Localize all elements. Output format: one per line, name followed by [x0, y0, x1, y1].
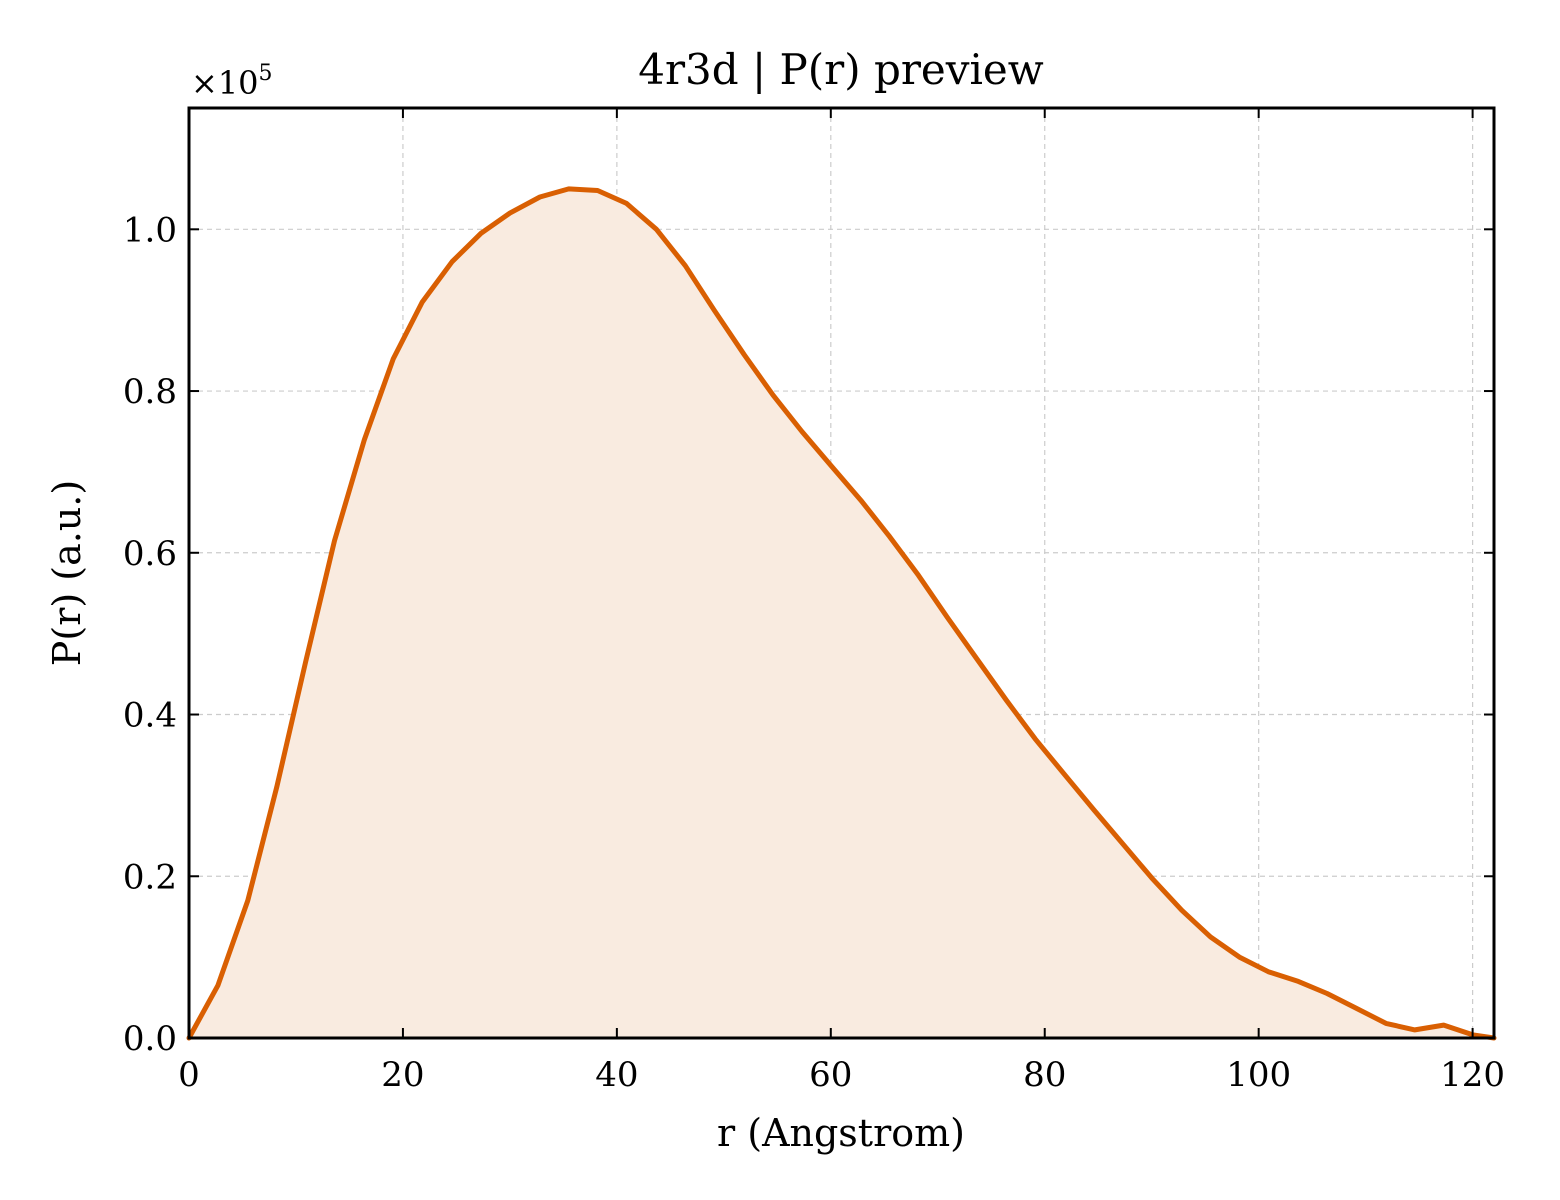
- data-layer: [186, 186, 1497, 1041]
- y-multiplier-base: ×10: [191, 64, 259, 102]
- chart-title: 4r3d | P(r) preview: [638, 45, 1044, 94]
- y-axis-multiplier: ×105: [191, 61, 273, 102]
- y-tick-label: 1.0: [123, 210, 177, 250]
- x-tick-label: 40: [595, 1055, 638, 1095]
- y-tick-label: 0.4: [123, 696, 177, 736]
- plot-frame: [187, 106, 1496, 1040]
- x-tick-label: 100: [1226, 1055, 1291, 1095]
- x-tick-label: 80: [1023, 1055, 1066, 1095]
- y-tick-label: 0.6: [123, 534, 177, 574]
- y-tick-label: 0.8: [123, 372, 177, 412]
- tick-layer: 0 20 40 60 80 100 120 0.0 0.2 0.4 0.6 0.8 1.0: [123, 108, 1505, 1095]
- y-tick-label: 0.2: [123, 857, 177, 897]
- y-tick-label: 0.0: [123, 1019, 177, 1059]
- x-tick-label: 120: [1440, 1055, 1505, 1095]
- y-multiplier-exponent: 5: [259, 61, 273, 86]
- x-tick-label: 20: [381, 1055, 424, 1095]
- x-tick-label: 60: [809, 1055, 852, 1095]
- series-area-fill: [189, 188, 1494, 1038]
- y-axis-label: P(r) (a.u.): [45, 480, 89, 666]
- series-line: [186, 186, 1497, 1041]
- x-tick-label: 0: [178, 1055, 200, 1095]
- x-axis-label: r (Angstrom): [717, 1111, 965, 1155]
